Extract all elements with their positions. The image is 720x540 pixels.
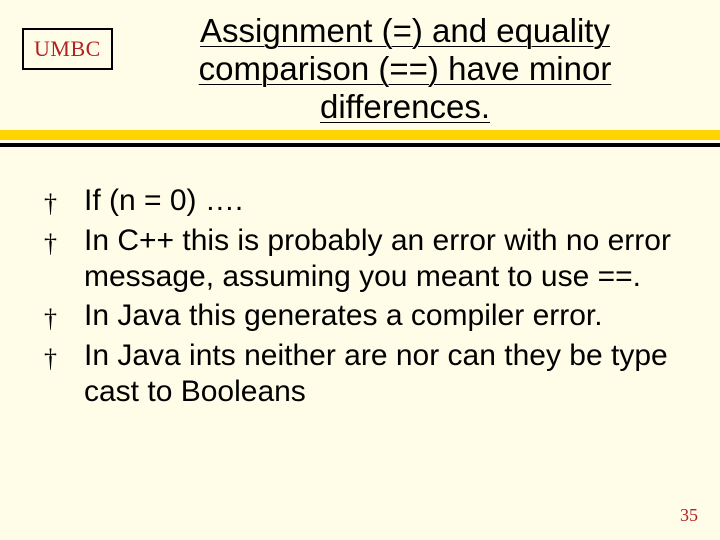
bullet-text: If (n = 0) …. — [84, 183, 243, 220]
page-number: 35 — [680, 505, 698, 526]
dagger-icon: † — [44, 338, 84, 376]
header: UMBC Assignment (=) and equality compari… — [0, 0, 720, 147]
divider — [0, 130, 720, 147]
umbc-badge: UMBC — [22, 28, 113, 70]
dagger-icon: † — [44, 223, 84, 261]
list-item: † In Java ints neither are nor can they … — [44, 338, 690, 411]
bullet-list: † If (n = 0) …. † In C++ this is probabl… — [0, 147, 720, 411]
bullet-text: In C++ this is probably an error with no… — [84, 223, 690, 296]
dagger-icon: † — [44, 183, 84, 221]
divider-top — [0, 130, 720, 140]
list-item: † In Java this generates a compiler erro… — [44, 298, 690, 336]
list-item: † If (n = 0) …. — [44, 183, 690, 221]
list-item: † In C++ this is probably an error with … — [44, 223, 690, 296]
bullet-text: In Java this generates a compiler error. — [84, 298, 603, 335]
dagger-icon: † — [44, 298, 84, 336]
bullet-text: In Java ints neither are nor can they be… — [84, 338, 690, 411]
divider-bottom — [0, 143, 720, 147]
